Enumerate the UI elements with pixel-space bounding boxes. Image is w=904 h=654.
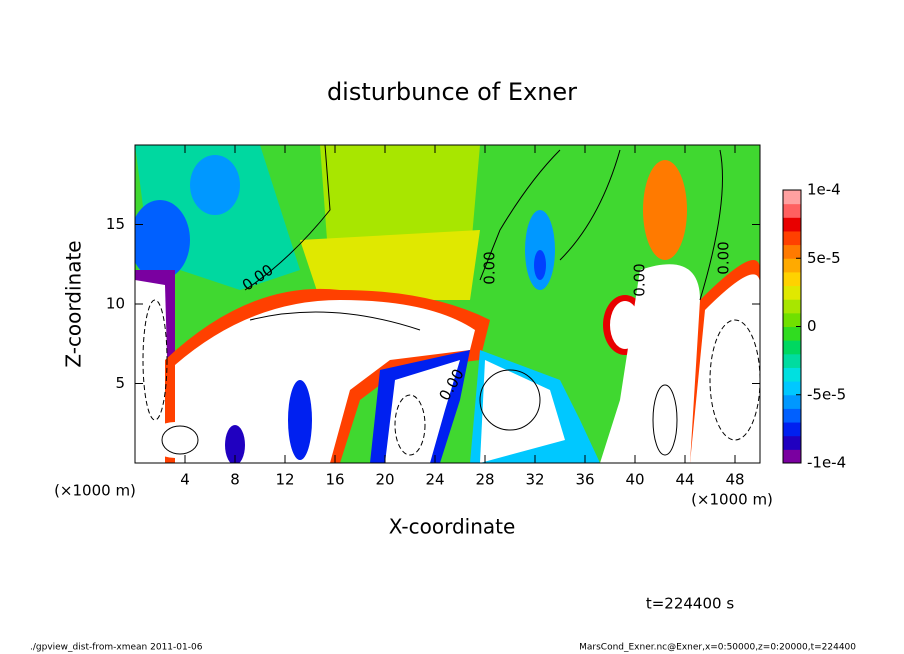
x-axis-label: X-coordinate	[389, 515, 516, 539]
colorbar-band	[783, 271, 801, 287]
x-tick-label: 36	[575, 471, 594, 489]
colorbar-band	[783, 449, 801, 464]
contour-label: 0.00	[715, 241, 733, 274]
colorbar-tick-label: 5e-5	[807, 249, 841, 267]
chart-title: disturbunce of Exner	[327, 78, 577, 106]
colorbar-band	[783, 408, 801, 423]
colorbar-tick-label: 1e-4	[807, 181, 841, 199]
x-tick-label: 40	[625, 471, 644, 489]
x-tick-label: 20	[375, 471, 394, 489]
x-tick-label: 16	[325, 471, 344, 489]
colorbar-band	[783, 203, 801, 218]
colorbar-tick-label: 0	[807, 317, 817, 335]
colorbar-tick-label: -5e-5	[807, 385, 846, 403]
x-tick-label: 32	[525, 471, 544, 489]
colorbar-band	[783, 285, 801, 300]
colorbar-band	[783, 367, 801, 382]
colorbar-band	[783, 299, 801, 314]
footer-left: ./gpview_dist-from-xmean 2011-01-06	[30, 643, 203, 653]
colorbar-band	[783, 230, 801, 246]
colorbar-band	[783, 340, 801, 355]
y-axis-label: Z-coordinate	[62, 240, 86, 367]
x-tick-label: 48	[725, 471, 744, 489]
x-unit-label: (×1000 m)	[54, 482, 136, 500]
colorbar-band	[783, 258, 801, 273]
x-tick-label: 28	[475, 471, 494, 489]
contour-label: 0.00	[631, 263, 649, 296]
x-tick-label: 8	[230, 471, 240, 489]
footer-right: MarsCond_Exner.nc@Exner,x=0:50000,z=0:20…	[579, 643, 856, 653]
colorbar-tick-label: -1e-4	[807, 454, 846, 472]
colorbar-band	[783, 312, 801, 327]
colorbar-band	[783, 326, 801, 341]
contour-label: 0.00	[481, 251, 499, 284]
colorbar-band	[783, 217, 801, 232]
x-tick-label: 24	[425, 471, 444, 489]
x-tick-label: 12	[275, 471, 294, 489]
x-unit-label: (×1000 m)	[691, 491, 773, 509]
colorbar-band	[783, 244, 801, 259]
colorbar-band	[783, 435, 801, 450]
y-tick-label: 10	[106, 295, 125, 313]
x-tick-label: 44	[675, 471, 694, 489]
field	[135, 145, 760, 463]
colorbar-band	[783, 422, 801, 437]
time-annotation: t=224400 s	[646, 595, 734, 613]
colorbar-band	[783, 381, 801, 396]
y-tick-label: 5	[115, 374, 125, 392]
colorbar-band	[783, 353, 801, 368]
colorbar-band	[783, 190, 801, 205]
colorbar-band	[783, 394, 801, 409]
x-tick-label: 4	[180, 471, 190, 489]
y-tick-label: 15	[106, 215, 125, 233]
